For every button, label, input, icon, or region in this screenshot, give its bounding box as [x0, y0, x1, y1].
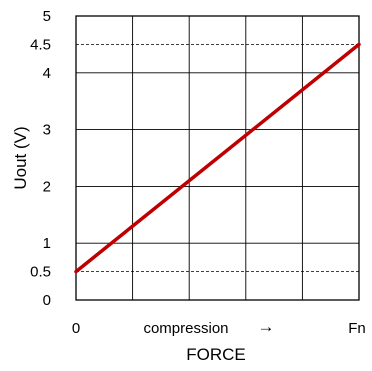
y-tick-label: 0 [43, 292, 51, 309]
plot-area-frame [75, 15, 360, 301]
y-tick-label: 2 [43, 178, 51, 195]
grid-lines [76, 16, 359, 300]
y-tick-label: 4 [43, 65, 51, 82]
reference-lines [76, 44, 359, 273]
x-annotation-text: compression [143, 320, 228, 337]
x-tick-label: 0 [72, 320, 80, 337]
x-tick-label: Fn [348, 320, 366, 337]
y-tick-label: 0.5 [30, 264, 51, 281]
y-tick-label: 4.5 [30, 36, 51, 53]
y-tick-label: 1 [43, 235, 51, 252]
series-line [74, 42, 361, 274]
y-tick-label: 3 [43, 122, 51, 139]
y-axis-label: Uout (V) [11, 126, 30, 189]
y-tick-label: 5 [43, 8, 51, 25]
series-layer [74, 42, 361, 274]
x-annotation-arrow: → [258, 317, 275, 336]
y-tick-labels: 0 0.5 1 2 3 4 4.5 5 [30, 8, 51, 309]
x-axis-label: FORCE [186, 345, 246, 364]
x-tick-labels: 0 Fn [72, 320, 366, 337]
